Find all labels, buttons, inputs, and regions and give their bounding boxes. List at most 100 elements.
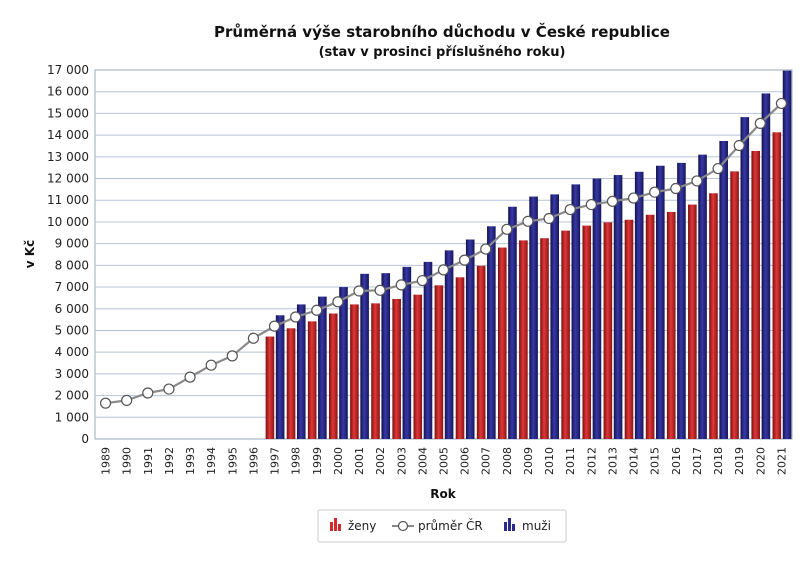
average-point <box>733 139 745 152</box>
legend-muzi-bar-icon-2 <box>508 518 511 531</box>
bar-muzi <box>719 140 728 439</box>
bar-zeny <box>328 313 338 439</box>
y-tick-label: 6 000 <box>55 302 89 316</box>
bar-zeny <box>582 225 592 439</box>
y-tick-label: 3 000 <box>55 367 89 381</box>
x-tick-label: 1994 <box>205 447 218 475</box>
x-tick-label: 2007 <box>480 447 493 475</box>
average-point <box>290 311 302 323</box>
x-tick-label: 2004 <box>416 447 429 475</box>
average-point <box>311 304 323 316</box>
average-point <box>142 387 154 399</box>
y-tick-label: 16 000 <box>47 85 89 99</box>
bar-zeny <box>666 211 676 439</box>
bar-zeny <box>265 336 275 439</box>
y-tick-label: 12 000 <box>47 172 89 186</box>
x-tick-label: 2016 <box>670 447 683 475</box>
x-tick-label: 2009 <box>522 447 535 475</box>
bar-muzi <box>360 273 369 439</box>
bar-muzi <box>761 93 771 439</box>
bar-muzi <box>508 206 517 439</box>
legend-marker-icon <box>397 520 409 532</box>
bar-zeny <box>688 204 697 439</box>
average-line <box>99 97 788 409</box>
x-axis-label: Rok <box>430 487 456 501</box>
x-tick-label: 2011 <box>564 447 577 475</box>
y-tick-label: 9 000 <box>55 237 89 251</box>
x-tick-label: 2012 <box>585 447 598 475</box>
x-tick-label: 2021 <box>775 447 788 475</box>
y-tick-label: 1 000 <box>55 410 89 424</box>
bar-zeny <box>392 298 401 439</box>
y-tick-label: 5 000 <box>55 323 89 337</box>
bar-muzi <box>487 226 496 439</box>
x-tick-label: 1992 <box>163 447 176 475</box>
legend: ženy průměr ČR muži <box>317 509 567 543</box>
chart-subtitle: (stav v prosinci příslušného roku) <box>319 45 566 60</box>
average-point <box>205 359 217 371</box>
legend-label-muzi: muži <box>522 519 551 533</box>
x-tick-label: 1996 <box>247 447 260 475</box>
x-tick-label: 1989 <box>100 447 113 475</box>
average-point <box>775 97 788 110</box>
x-tick-label: 2015 <box>649 447 662 475</box>
y-tick-label: 10 000 <box>47 215 89 229</box>
x-tick-label: 1997 <box>269 447 282 475</box>
bar-muzi <box>677 162 686 439</box>
plot-area <box>94 69 793 440</box>
bar-muzi <box>275 315 285 439</box>
average-point <box>121 394 133 406</box>
x-axis-ticks: 1989 1990 1991 1992 1993 1994 1995 1996 1997 1998… <box>100 447 789 475</box>
bar-muzi <box>318 296 327 439</box>
average-point <box>522 215 534 227</box>
average-point <box>163 383 175 395</box>
average-point <box>691 175 703 187</box>
y-tick-label: 7 000 <box>55 280 89 294</box>
bar-muzi <box>339 287 348 439</box>
x-tick-label: 2010 <box>543 447 556 475</box>
y-tick-label: 0 <box>81 432 89 446</box>
bar-zeny <box>540 238 549 439</box>
legend-zeny-bar-icon-2 <box>334 518 337 531</box>
bar-muzi <box>740 117 750 439</box>
bar-muzi <box>465 239 475 439</box>
average-point <box>543 212 555 225</box>
x-tick-label: 1995 <box>226 447 239 475</box>
y-tick-label: 15 000 <box>47 106 89 120</box>
legend-item-prumer[interactable]: průměr ČR <box>392 518 483 533</box>
y-tick-label: 14 000 <box>47 128 89 142</box>
y-tick-label: 8 000 <box>55 258 89 272</box>
bar-zeny <box>476 265 486 439</box>
y-axis-label: v Kč <box>23 240 37 268</box>
legend-item-muzi[interactable]: muži <box>504 518 551 533</box>
legend-muzi-bar-icon-3 <box>512 524 515 531</box>
average-point <box>627 192 640 204</box>
bar-zeny <box>371 303 380 439</box>
bars <box>265 70 792 440</box>
bar-zeny <box>413 294 423 439</box>
bar-zeny <box>286 328 296 439</box>
x-tick-label: 1993 <box>184 447 197 475</box>
average-point <box>268 320 281 332</box>
legend-zeny-bar-icon <box>330 522 333 531</box>
y-tick-label: 2 000 <box>55 389 89 403</box>
bar-zeny <box>561 230 570 439</box>
x-tick-label: 2014 <box>628 447 641 475</box>
x-tick-label: 1999 <box>311 447 324 475</box>
chart-title: Průměrná výše starobního důchodu v České… <box>214 22 670 41</box>
bar-zeny <box>603 222 613 439</box>
average-point <box>247 332 260 344</box>
x-tick-label: 2013 <box>606 447 619 475</box>
x-tick-label: 2002 <box>374 447 387 475</box>
x-tick-label: 2018 <box>712 447 725 475</box>
legend-label-zeny: ženy <box>348 519 376 533</box>
legend-item-zeny[interactable]: ženy <box>330 518 376 533</box>
bar-muzi <box>444 250 454 439</box>
x-tick-label: 2001 <box>353 447 366 475</box>
x-tick-label: 1990 <box>121 447 134 475</box>
y-axis-ticks: 0 1 000 2 000 3 000 4 000 5 000 6 000 7 000 8 00… <box>47 63 89 446</box>
bar-zeny <box>455 277 465 439</box>
average-point <box>353 285 365 297</box>
x-tick-label: 2008 <box>501 447 514 475</box>
